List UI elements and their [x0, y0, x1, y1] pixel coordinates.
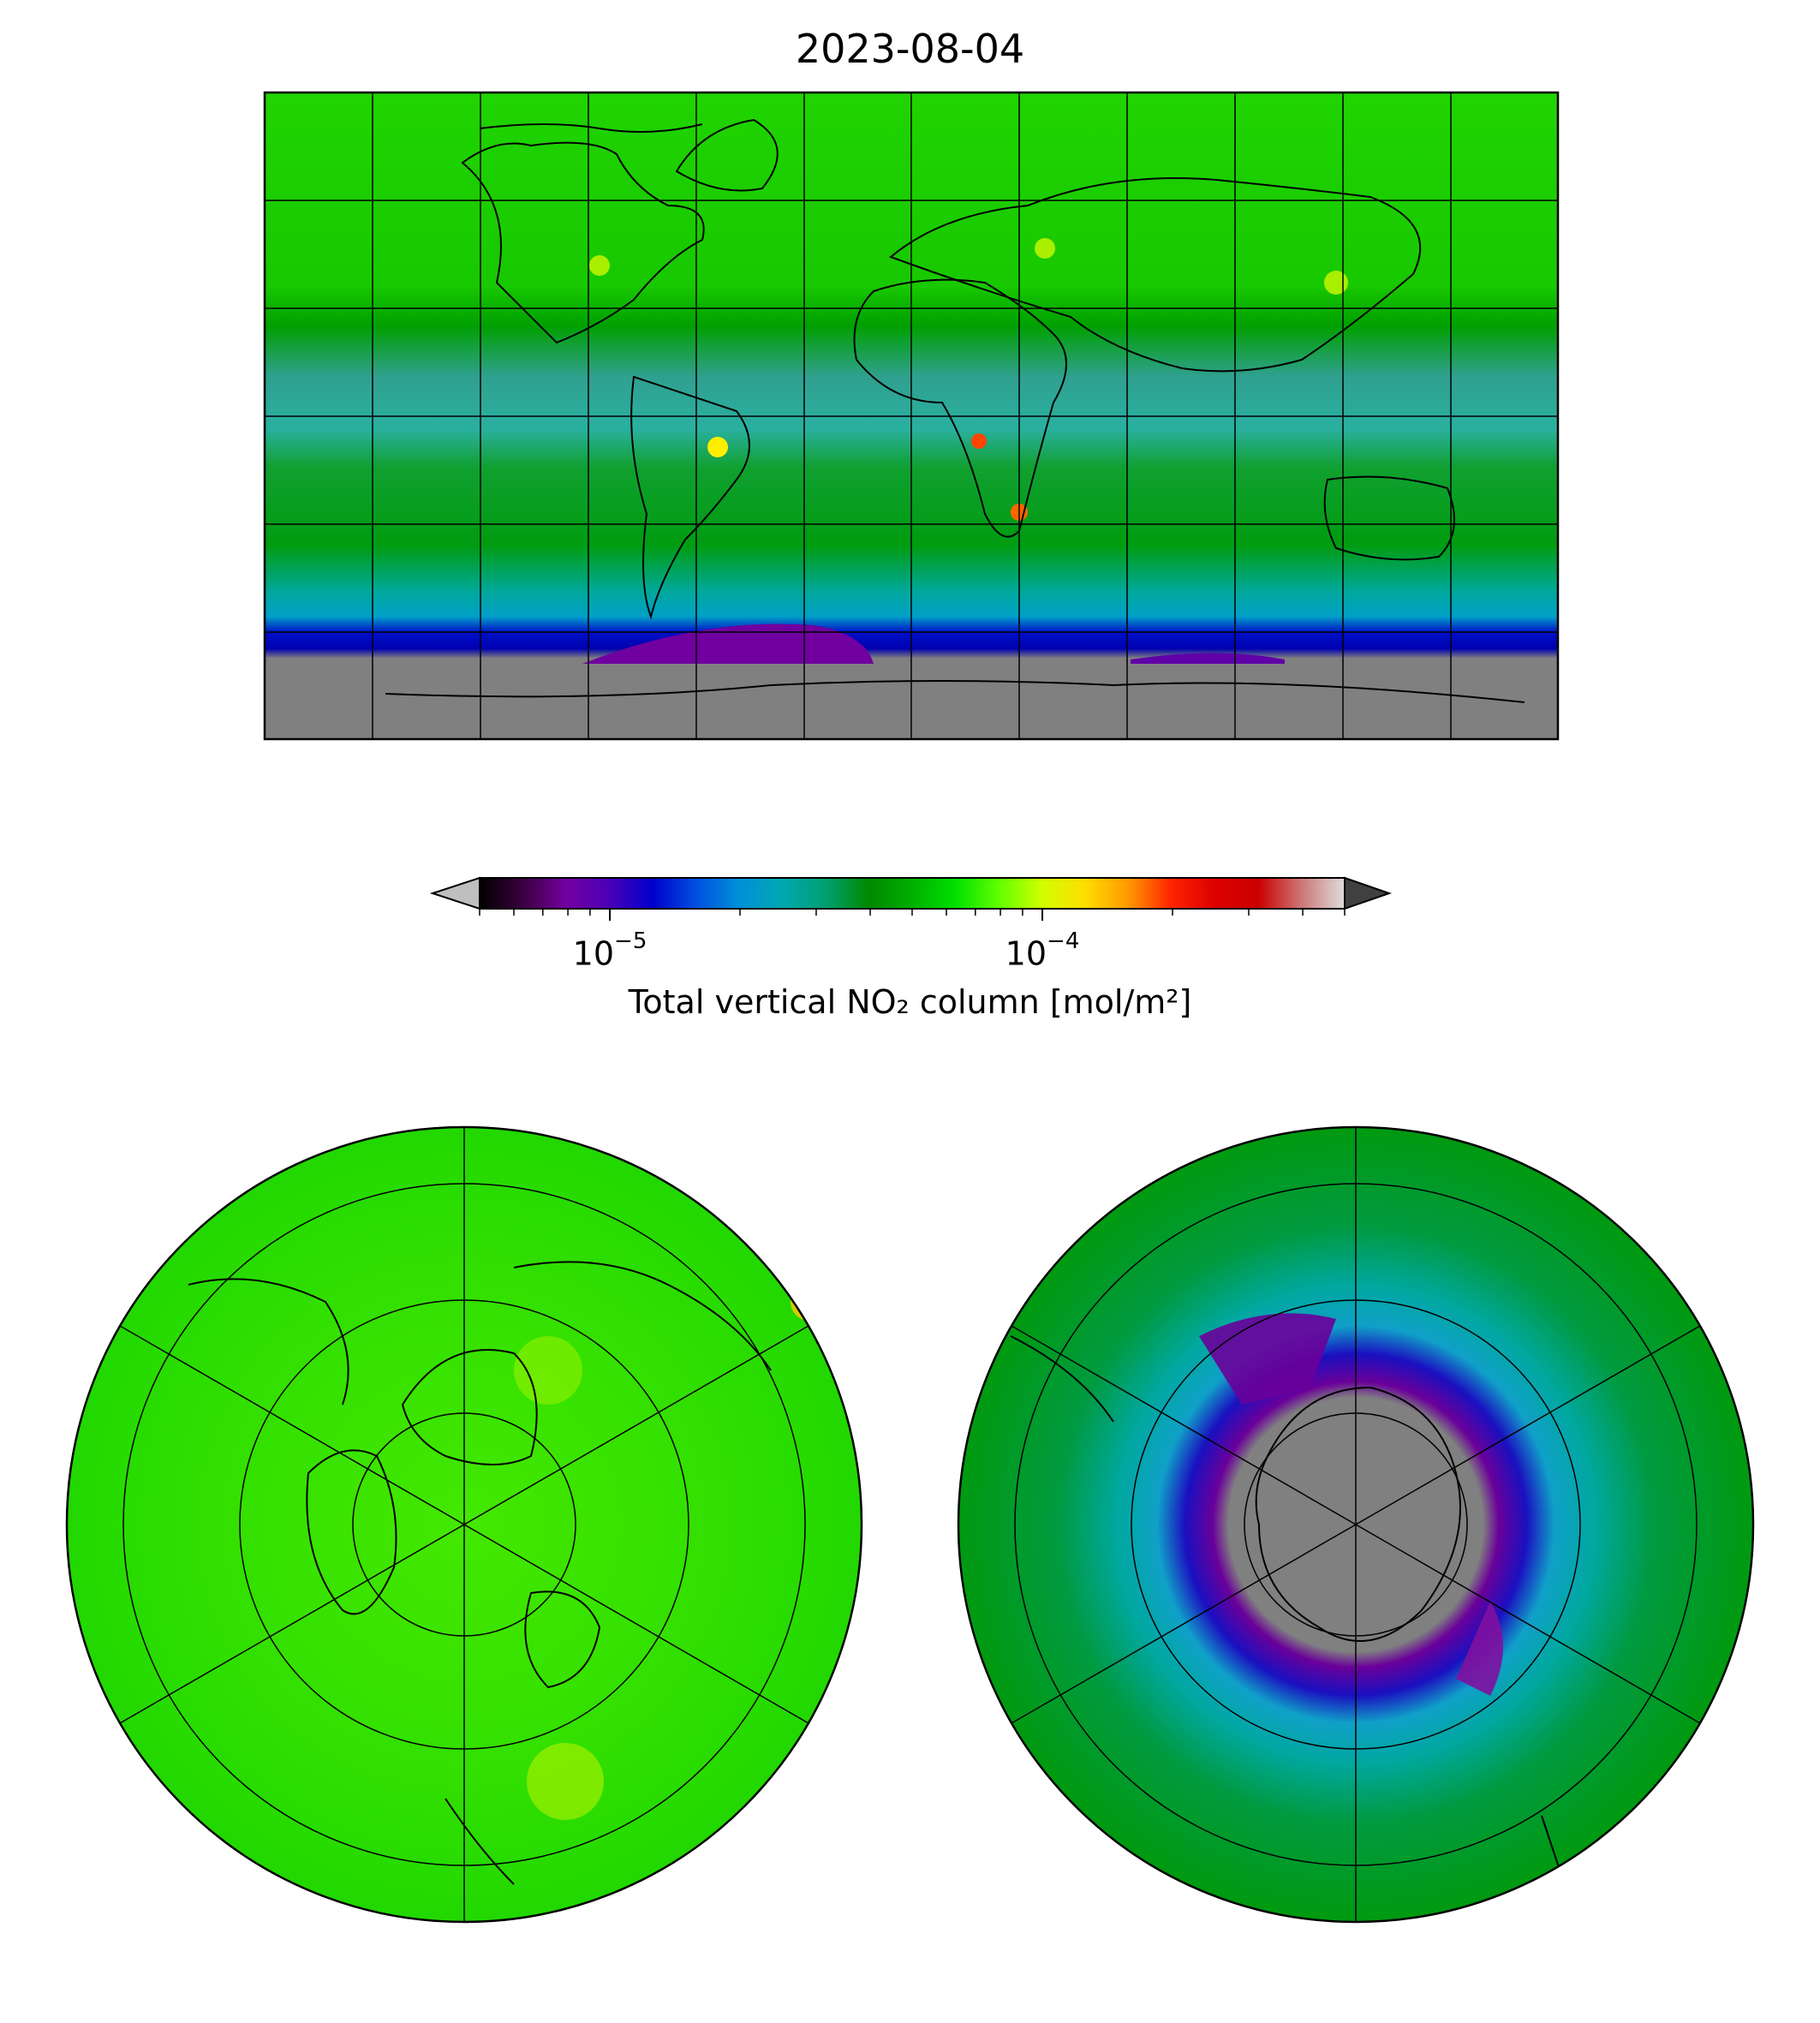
hotspot [589, 255, 610, 276]
colorbar-ticks [479, 909, 1346, 921]
south-polar-map [958, 1127, 1753, 1922]
north-polar-frame [65, 1125, 863, 1924]
graticule [1011, 1127, 1701, 1922]
colorbar-under-extension [429, 876, 480, 910]
coastlines [385, 118, 1525, 703]
colorbar-tick-label: 10−5 [572, 928, 647, 973]
hotspot [514, 1336, 582, 1405]
coastlines [188, 1261, 772, 1885]
hotspot [791, 1283, 828, 1321]
hotspot [971, 433, 987, 449]
low-no2-patch [582, 624, 874, 664]
hotspot [1035, 238, 1055, 259]
global-map-frame [263, 91, 1560, 741]
graticule [119, 1127, 809, 1922]
colorbar [429, 876, 1393, 921]
low-no2-patch [1131, 653, 1285, 666]
graticule [265, 92, 1558, 739]
hotspot [1324, 271, 1348, 295]
hotspot [527, 1743, 604, 1820]
south-polar-frame [957, 1125, 1755, 1924]
colorbar-label: Total vertical NO₂ column [mol/m²] [628, 983, 1192, 1021]
colorbar-over-extension [1344, 876, 1393, 910]
global-map [265, 92, 1558, 739]
north-polar-map [67, 1127, 862, 1922]
figure-title: 2023-08-04 [795, 26, 1025, 72]
colorbar-gradient [480, 878, 1345, 909]
low-no2-patch [1456, 1602, 1503, 1696]
colorbar-tick-label: 10−4 [1005, 928, 1080, 973]
hotspot [707, 437, 728, 457]
